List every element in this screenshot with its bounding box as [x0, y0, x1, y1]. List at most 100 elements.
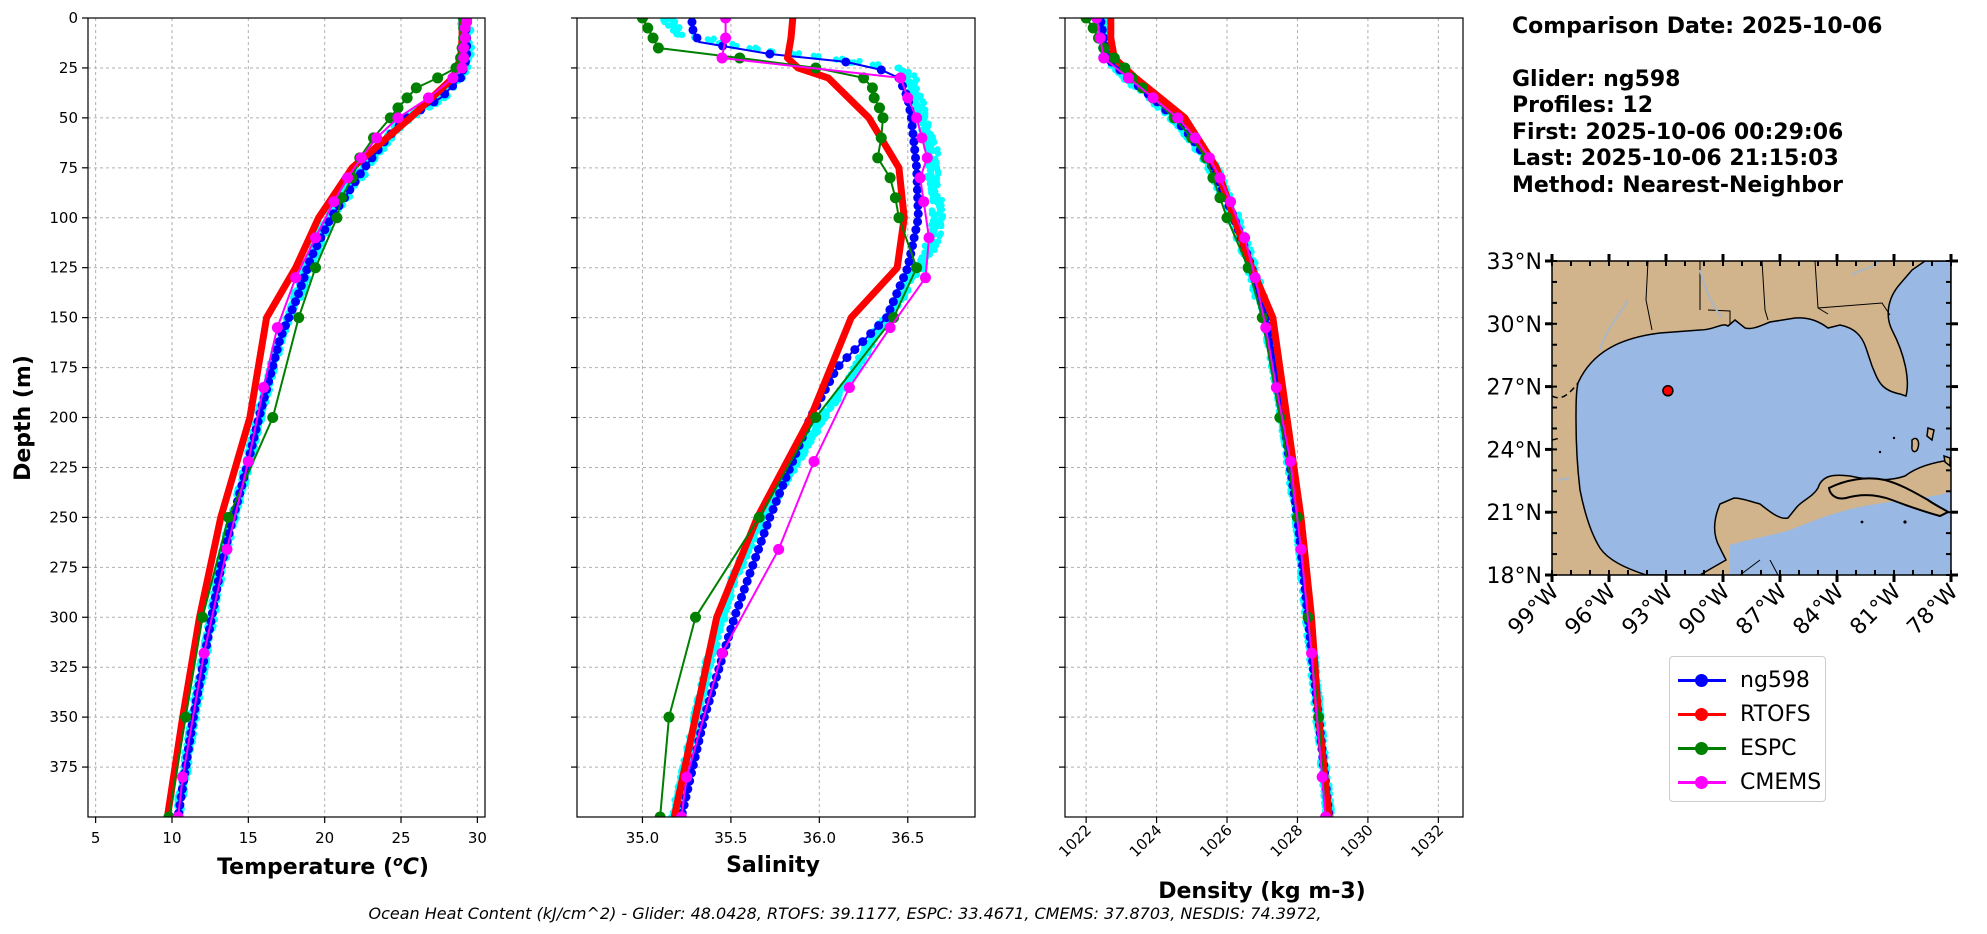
data-point-ng598: [888, 297, 898, 307]
y-tick-label: 75: [59, 159, 78, 177]
plot-area: [1080, 18, 1335, 817]
data-point-ng598: [731, 608, 741, 618]
data-point-cmems: [258, 382, 270, 394]
data-point-cmems: [919, 272, 931, 284]
data-point-ng598: [456, 73, 466, 83]
data-point-ng598: [904, 257, 914, 267]
method-text: Method: Nearest-Neighbor: [1512, 172, 1843, 198]
data-point-ng598: [692, 33, 702, 43]
data-point-espc: [180, 711, 192, 723]
data-point-cmems: [1316, 771, 1328, 783]
data-point-ng598: [902, 265, 912, 275]
data-point-ng598: [270, 353, 280, 363]
y-tick-label: 25: [59, 59, 78, 77]
data-point-ng598: [756, 536, 766, 546]
data-point-ng598: [850, 345, 860, 355]
data-point-ng598: [737, 592, 747, 602]
data-point-cmems: [1203, 152, 1215, 164]
data-point-espc: [642, 22, 654, 34]
glider-raw-point: [869, 61, 877, 68]
map-lat-label: 18°N: [1487, 564, 1542, 589]
glider-raw-point: [678, 31, 686, 39]
map-lat-label: 30°N: [1487, 313, 1542, 338]
map-lat-label: 21°N: [1487, 501, 1542, 526]
data-point-espc: [889, 192, 901, 204]
data-point-cmems: [1094, 32, 1106, 44]
data-point-espc: [884, 172, 896, 184]
data-point-ng598: [771, 496, 781, 506]
data-point-ng598: [742, 576, 752, 586]
data-point-cmems: [808, 455, 820, 467]
profiles-count-text: Profiles: 12: [1512, 93, 1654, 118]
y-tick-label: 0: [68, 9, 78, 27]
data-point-espc: [1098, 42, 1110, 54]
data-point-espc: [654, 811, 666, 817]
data-point-espc: [1087, 22, 1099, 34]
data-point-cmems: [902, 92, 914, 104]
x-tick-label: 10: [162, 829, 181, 847]
data-point-ng598: [895, 281, 905, 291]
data-point-espc: [1119, 62, 1131, 74]
data-point-ng598: [361, 161, 371, 171]
density-profile-chart: 1022 1024 1026 1028 1030 1032: [1055, 17, 1464, 861]
data-point-cmems: [1239, 232, 1251, 244]
data-point-espc: [652, 42, 664, 54]
last-profile-time-text: Last: 2025-10-06 21:15:03: [1512, 146, 1839, 171]
data-point-espc: [410, 82, 422, 94]
y-tick-label: 250: [49, 508, 78, 526]
data-point-cmems: [681, 771, 693, 783]
map-island: [1903, 520, 1907, 524]
data-point-ng598: [751, 552, 761, 562]
data-point-cmems: [1225, 196, 1237, 208]
data-point-cmems: [221, 543, 233, 555]
data-point-cmems: [720, 18, 732, 24]
data-point-espc: [293, 312, 305, 324]
map-lon-label: 90°W: [1675, 579, 1736, 640]
map-lon-label: 93°W: [1618, 579, 1679, 640]
temperature-axis-label: Temperature (oC): [217, 854, 429, 880]
data-point-ng598: [296, 281, 306, 291]
data-point-cmems: [1172, 112, 1184, 124]
data-point-ng598: [911, 161, 921, 171]
map-state-borders: [1645, 261, 1891, 331]
data-point-espc: [734, 52, 746, 64]
data-point-ng598: [885, 305, 895, 315]
data-point-espc: [875, 132, 887, 144]
map-cuba: [1827, 477, 1950, 518]
data-point-espc: [331, 212, 343, 224]
plot-area: [163, 18, 476, 817]
data-point-cmems: [310, 232, 322, 244]
data-point-cmems: [921, 152, 933, 164]
data-point-ng598: [908, 129, 918, 139]
data-point-espc: [432, 72, 444, 84]
plot-area: [636, 18, 947, 817]
data-point-espc: [911, 262, 923, 274]
depth-axis-label: Depth (m): [11, 355, 36, 481]
data-point-espc: [858, 72, 870, 84]
glider-raw-point: [704, 36, 712, 43]
data-point-cmems: [371, 132, 383, 144]
data-point-ng598: [913, 209, 923, 219]
data-point-cmems: [1295, 543, 1307, 555]
data-point-ng598: [910, 145, 920, 155]
y-tick-label: 200: [49, 409, 78, 427]
data-point-ng598: [909, 137, 919, 147]
data-point-espc: [866, 82, 878, 94]
series-line-espc: [641, 18, 918, 817]
data-point-ng598: [688, 25, 698, 35]
data-point-cmems: [172, 811, 184, 817]
data-point-cmems: [458, 42, 470, 54]
data-point-cmems: [1214, 172, 1226, 184]
data-point-ng598: [748, 560, 758, 570]
data-point-ng598: [778, 480, 788, 490]
data-point-espc: [690, 611, 702, 623]
data-point-ng598: [728, 616, 738, 626]
data-point-cmems: [459, 22, 471, 34]
data-point-cmems: [1098, 52, 1110, 64]
data-point-espc: [893, 212, 905, 224]
data-point-cmems: [342, 172, 354, 184]
data-point-cmems: [916, 132, 928, 144]
data-point-ng598: [299, 273, 309, 283]
x-tick-label: 25: [391, 829, 410, 847]
